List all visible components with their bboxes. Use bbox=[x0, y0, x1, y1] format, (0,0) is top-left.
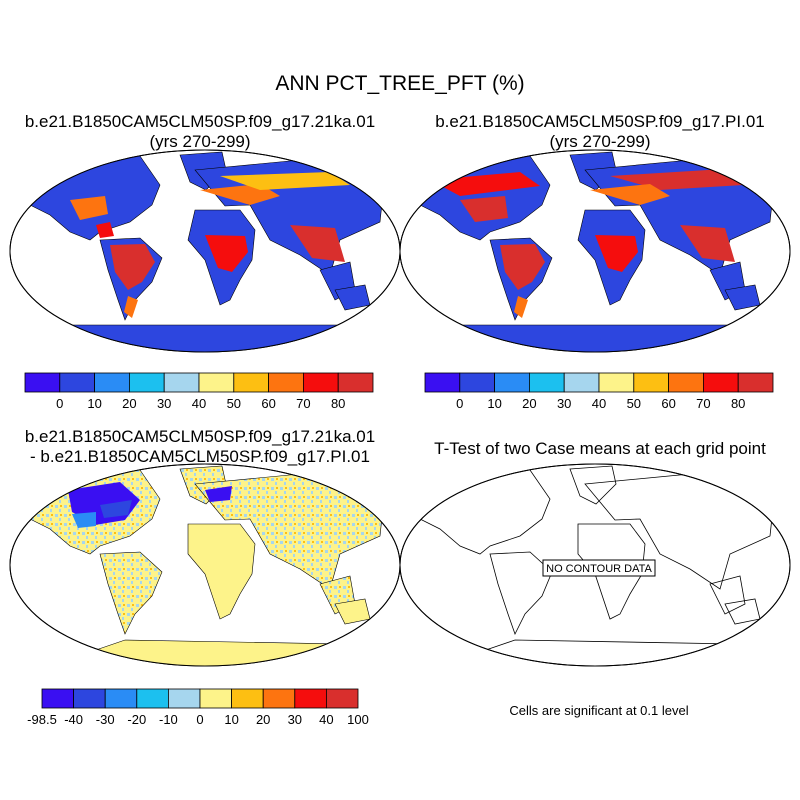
panel-title-difference: b.e21.B1850CAM5CLM50SP.f09_g17.21ka.01 -… bbox=[0, 427, 400, 467]
colorbar-difference-tick-label: 10 bbox=[224, 712, 238, 727]
no-contour-data-label: NO CONTOUR DATA bbox=[546, 563, 652, 575]
colorbar-case2: 0 10 20 30 40 50 60 70 80 bbox=[424, 372, 774, 411]
colorbar-case2-tick-label: 50 bbox=[627, 396, 641, 411]
colorbar-case2-swatch bbox=[494, 372, 530, 393]
colorbar-case2-swatch bbox=[424, 372, 461, 393]
colorbar-case2-tick-label: 40 bbox=[592, 396, 606, 411]
panel-title-case1-years: (yrs 270-299) bbox=[149, 132, 251, 151]
colorbar-difference-swatch bbox=[325, 688, 359, 709]
colorbar-case2-tick-label: 60 bbox=[661, 396, 675, 411]
map-panel-ttest: NO CONTOUR DATA bbox=[399, 463, 791, 667]
panel-title-difference-line1: b.e21.B1850CAM5CLM50SP.f09_g17.21ka.01 bbox=[24, 427, 376, 446]
significance-footer: Cells are significant at 0.1 level bbox=[509, 703, 688, 718]
colorbar-case2-tick-label: 80 bbox=[731, 396, 745, 411]
colorbar-case2-tick-label: 10 bbox=[487, 396, 501, 411]
panel-title-case1-name: b.e21.B1850CAM5CLM50SP.f09_g17.21ka.01 bbox=[24, 112, 376, 131]
colorbar-difference-swatch bbox=[136, 688, 169, 709]
colorbar-case2-swatch bbox=[668, 372, 704, 393]
colorbar-difference-tick-label: -98.5 bbox=[27, 712, 57, 727]
forest-cover-case1 bbox=[70, 172, 350, 318]
map-panel-case2 bbox=[399, 149, 791, 353]
colorbar-difference-swatch bbox=[199, 688, 233, 709]
panel-title-case2-years: (yrs 270-299) bbox=[549, 132, 651, 151]
colorbar-difference-swatch bbox=[41, 688, 75, 709]
colorbar-difference-tick-label: 20 bbox=[256, 712, 270, 727]
colorbar-case1-tick-label: 40 bbox=[192, 396, 206, 411]
colorbar-difference: -98.5 -40 -30 -20 -10 0 10 20 30 40 100 bbox=[27, 688, 369, 727]
colorbar-case1-tick-label: 80 bbox=[331, 396, 345, 411]
colorbar-case1-tick-label: 60 bbox=[261, 396, 275, 411]
colorbar-case1-swatch bbox=[302, 372, 339, 393]
colorbar-case2-swatch bbox=[529, 372, 565, 393]
colorbar-difference-tick-label: 100 bbox=[347, 712, 369, 727]
colorbar-case1-tick-label: 50 bbox=[227, 396, 241, 411]
panel-title-ttest-text: T-Test of two Case means at each grid po… bbox=[434, 439, 766, 458]
map-panel-case1 bbox=[9, 149, 401, 353]
colorbar-difference-swatch bbox=[294, 688, 327, 709]
colorbar-difference-swatch bbox=[104, 688, 138, 709]
colorbar-case2-tick-label: 0 bbox=[456, 396, 463, 411]
colorbar-case1-swatch bbox=[94, 372, 130, 393]
panel-title-case2: b.e21.B1850CAM5CLM50SP.f09_g17.PI.01 (yr… bbox=[400, 112, 800, 152]
colorbar-case2-swatch bbox=[633, 372, 669, 393]
colorbar-difference-swatch bbox=[167, 688, 201, 709]
colorbar-case1-tick-label: 0 bbox=[56, 396, 63, 411]
colorbar-case2-swatch bbox=[703, 372, 739, 393]
colorbar-case1-swatch bbox=[268, 372, 304, 393]
colorbar-difference-swatch bbox=[262, 688, 296, 709]
colorbar-case1-swatch bbox=[59, 372, 95, 393]
ice-sheet-loss-difference bbox=[68, 482, 232, 528]
map-panel-difference bbox=[9, 463, 401, 667]
panel-title-case1: b.e21.B1850CAM5CLM50SP.f09_g17.21ka.01 (… bbox=[0, 112, 400, 152]
colorbar-case1: 0 10 20 30 40 50 60 70 80 bbox=[24, 372, 374, 411]
colorbar-case1-swatch bbox=[128, 372, 165, 393]
no-data-box bbox=[542, 559, 656, 577]
colorbar-difference-tick-label: 40 bbox=[319, 712, 333, 727]
figure-title: ANN PCT_TREE_PFT (%) bbox=[275, 72, 525, 95]
colorbar-case2-swatch bbox=[598, 372, 635, 393]
colorbar-difference-swatch bbox=[73, 688, 106, 709]
colorbar-case2-swatch bbox=[737, 372, 774, 393]
colorbar-case1-tick-label: 30 bbox=[157, 396, 171, 411]
colorbar-case2-tick-label: 30 bbox=[557, 396, 571, 411]
colorbar-case1-swatch bbox=[198, 372, 235, 393]
colorbar-difference-swatch bbox=[231, 688, 264, 709]
panel-title-ttest: T-Test of two Case means at each grid po… bbox=[400, 439, 800, 459]
colorbar-difference-tick-label: 30 bbox=[288, 712, 302, 727]
colorbar-case1-swatch bbox=[337, 372, 374, 393]
colorbar-case1-swatch bbox=[233, 372, 270, 393]
colorbar-difference-tick-label: -40 bbox=[64, 712, 83, 727]
colorbar-difference-tick-label: -10 bbox=[159, 712, 178, 727]
colorbar-difference-tick-label: -20 bbox=[127, 712, 146, 727]
colorbar-case1-tick-label: 70 bbox=[296, 396, 310, 411]
colorbar-case1-swatch bbox=[24, 372, 61, 393]
colorbar-difference-tick-label: 0 bbox=[196, 712, 203, 727]
colorbar-case1-tick-label: 10 bbox=[87, 396, 101, 411]
colorbar-case1-tick-label: 20 bbox=[122, 396, 136, 411]
colorbar-case2-swatch bbox=[459, 372, 495, 393]
colorbar-difference-tick-label: -30 bbox=[96, 712, 115, 727]
colorbar-case1-swatch bbox=[163, 372, 200, 393]
colorbar-case2-tick-label: 70 bbox=[696, 396, 710, 411]
panel-title-difference-line2: - b.e21.B1850CAM5CLM50SP.f09_g17.PI.01 bbox=[30, 447, 370, 466]
colorbar-case2-swatch bbox=[563, 372, 600, 393]
panel-title-case2-name: b.e21.B1850CAM5CLM50SP.f09_g17.PI.01 bbox=[435, 112, 765, 131]
colorbar-case2-tick-label: 20 bbox=[522, 396, 536, 411]
